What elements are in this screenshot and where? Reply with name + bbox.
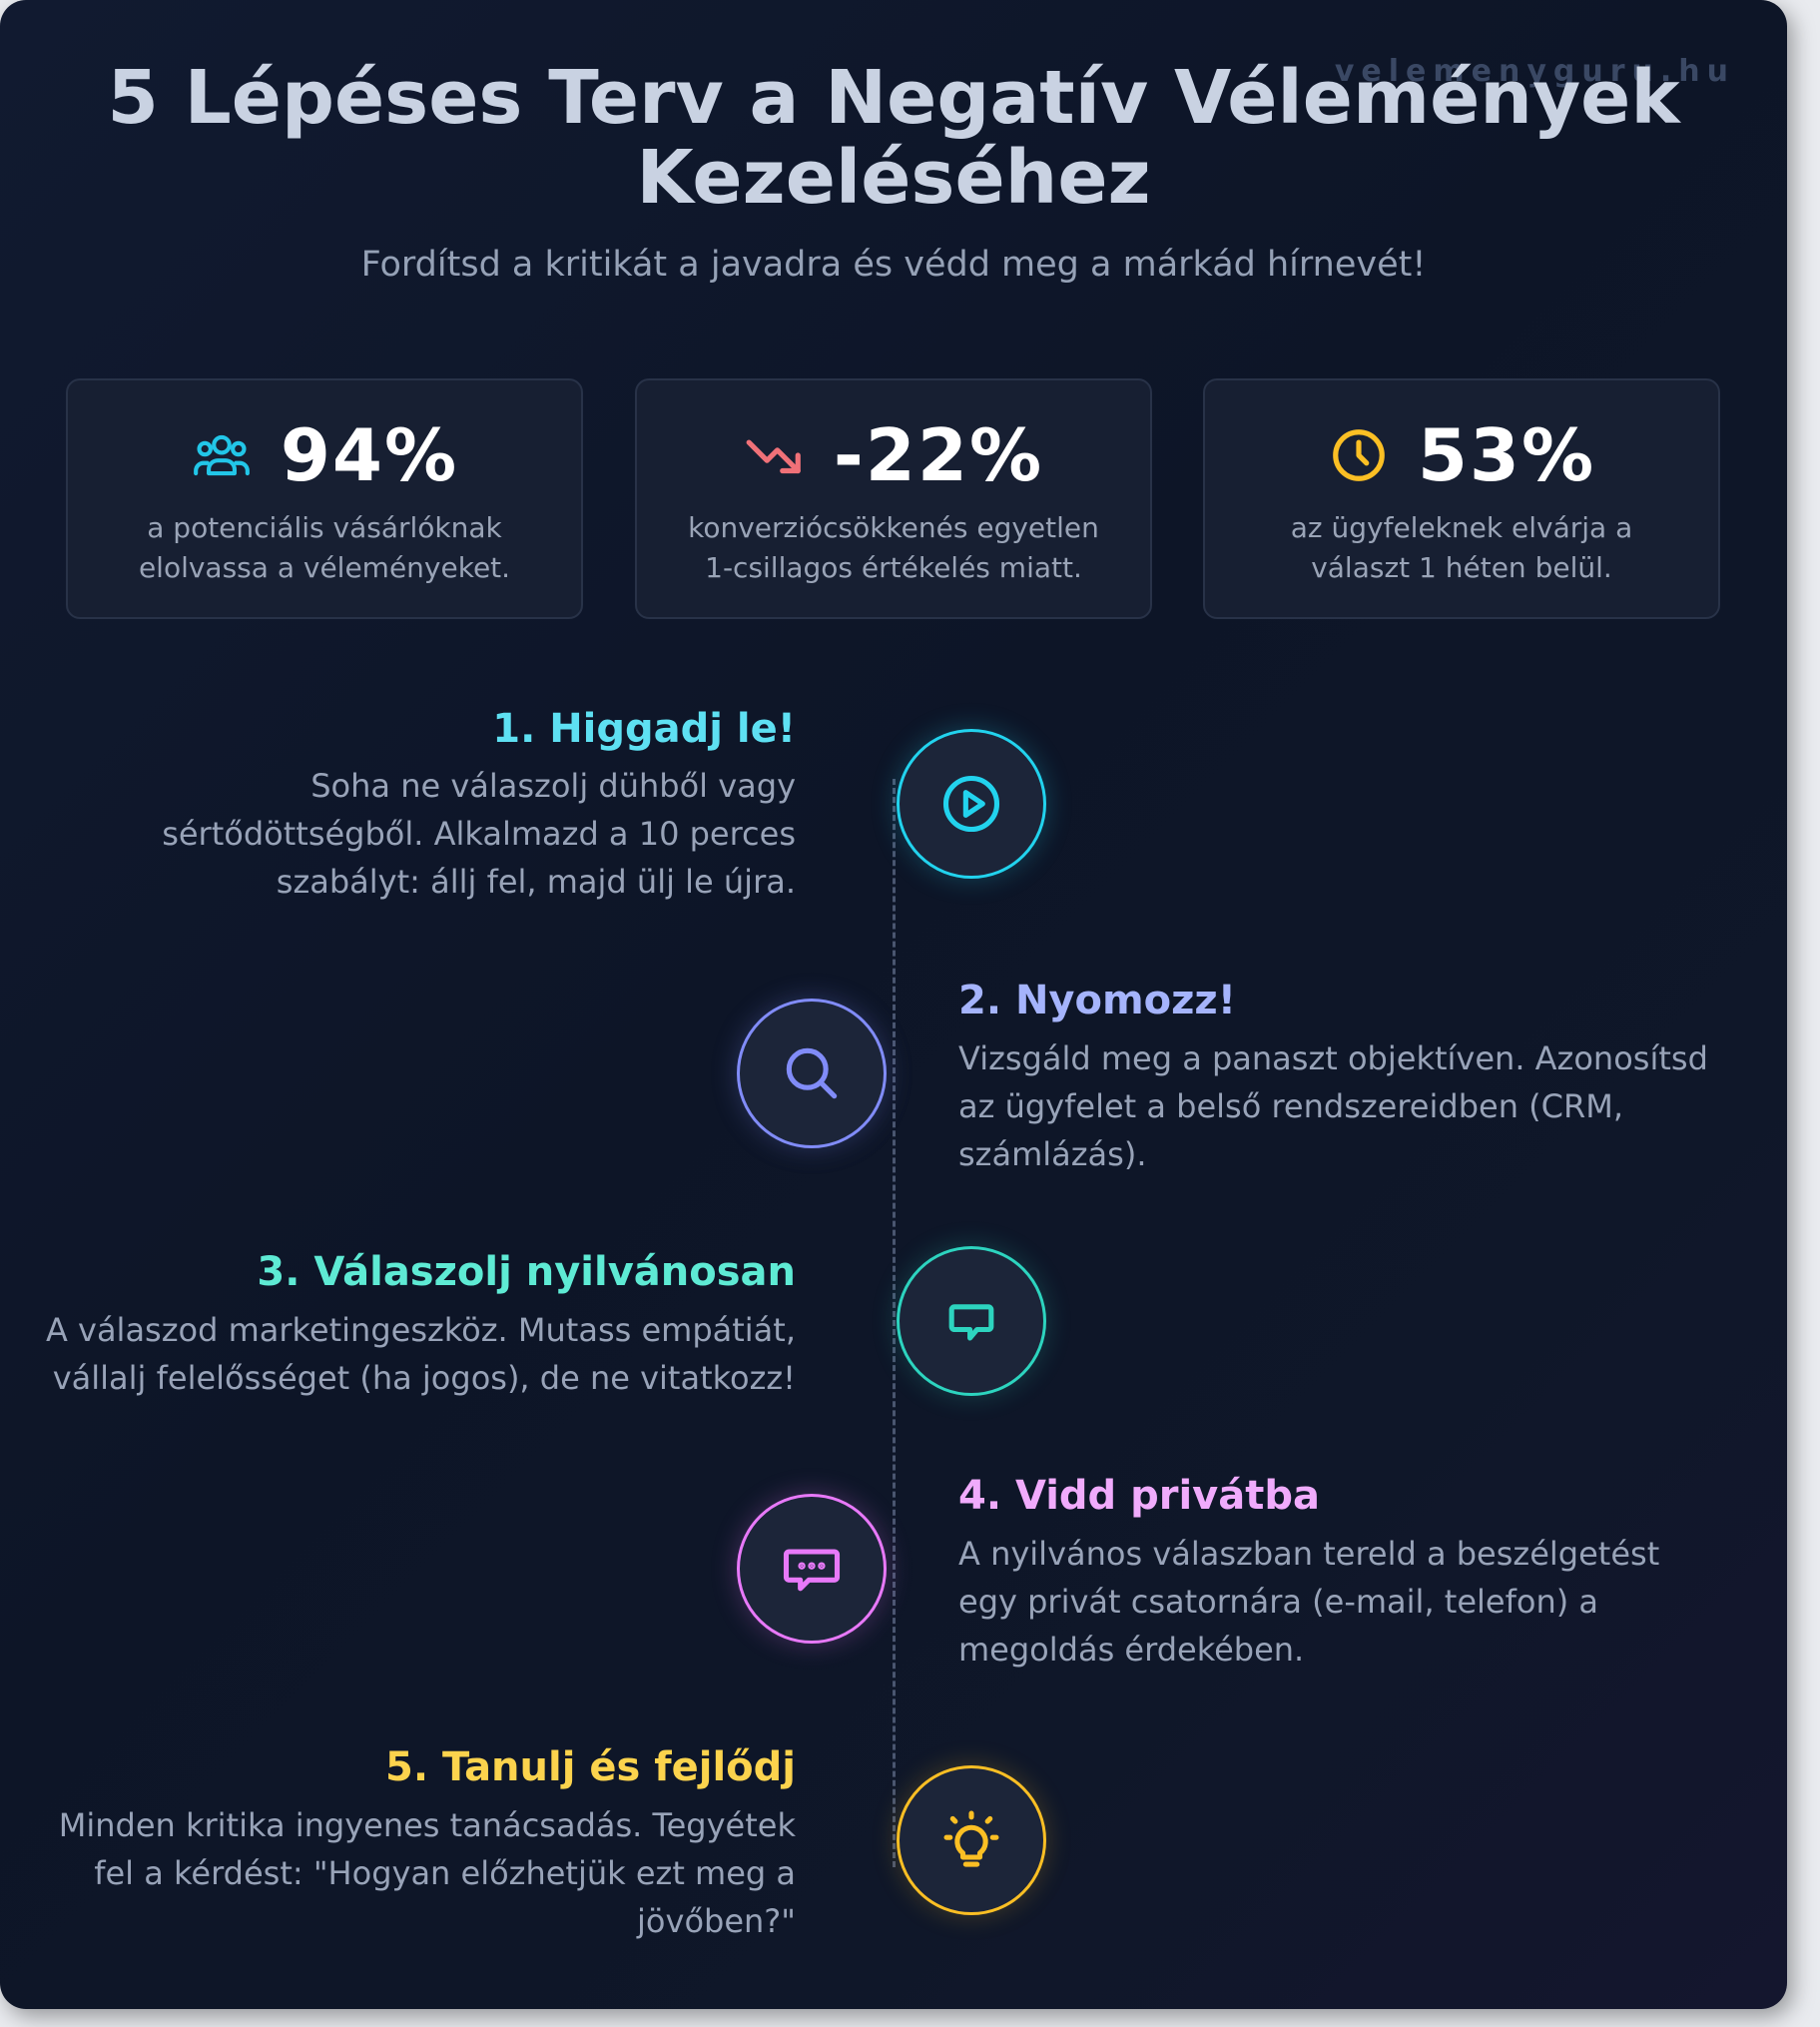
trending-down-icon: [746, 439, 801, 474]
stat-description: az ügyfeleknek elvárja a választ 1 héten…: [1290, 511, 1633, 584]
search-icon: [786, 1047, 838, 1099]
step-4-icon-circle: [737, 1494, 887, 1644]
step-2-icon-circle: [737, 999, 887, 1148]
timeline-line: [893, 779, 896, 1867]
step-3-icon-circle: [897, 1246, 1046, 1396]
page-title: 5 Lépéses Terv a Negatív Vélemények Keze…: [107, 55, 1680, 221]
play-icon: [942, 775, 1000, 833]
step-5-icon-circle: [897, 1765, 1046, 1915]
lightbulb-icon: [943, 1810, 999, 1867]
users-icon: [193, 434, 250, 476]
stat-description: a potenciális vásárlóknak elolvassa a vé…: [138, 511, 511, 584]
step-title: 4. Vidd privátba: [958, 1473, 1320, 1519]
step-description: A válaszod marketingeszköz. Mutass empát…: [45, 1311, 796, 1397]
step-description: Vizsgáld meg a panaszt objektíven. Azono…: [958, 1039, 1708, 1173]
stat-value: 53%: [1417, 413, 1596, 497]
step-description: Minden kritika ingyenes tanácsadás. Tegy…: [58, 1806, 796, 1940]
step-description: A nyilvános válaszban tereld a beszélget…: [958, 1535, 1660, 1669]
step-title: 5. Tanulj és fejlődj: [384, 1744, 796, 1790]
stat-description: konverziócsökkenés egyetlen 1-csillagos …: [688, 511, 1099, 584]
stat-value: -22%: [833, 413, 1044, 497]
stat-card-readers: 94% a potenciális vásárlóknak elolvassa …: [66, 378, 583, 619]
step-title: 1. Higgadj le!: [492, 706, 796, 752]
infographic-card: velemenyguru.hu 5 Lépéses Terv a Negatív…: [0, 0, 1787, 2009]
stat-card-conversion: -22% konverziócsökkenés egyetlen 1-csill…: [635, 378, 1152, 619]
step-title: 2. Nyomozz!: [958, 978, 1236, 1023]
step-title: 3. Válaszolj nyilvánosan: [257, 1249, 796, 1295]
step-description: Soha ne válaszolj dühből vagy sértődötts…: [162, 767, 796, 901]
message-dots-icon: [783, 1549, 841, 1592]
stat-card-response-time: 53% az ügyfeleknek elvárja a választ 1 h…: [1203, 378, 1720, 619]
page-subtitle: Fordítsd a kritikát a javadra és védd me…: [360, 245, 1427, 285]
clock-icon: [1332, 429, 1385, 481]
message-square-icon: [948, 1304, 994, 1341]
stat-value: 94%: [280, 413, 459, 497]
step-1-icon-circle: [897, 729, 1046, 879]
brand-watermark: velemenyguru.hu: [1334, 54, 1735, 89]
